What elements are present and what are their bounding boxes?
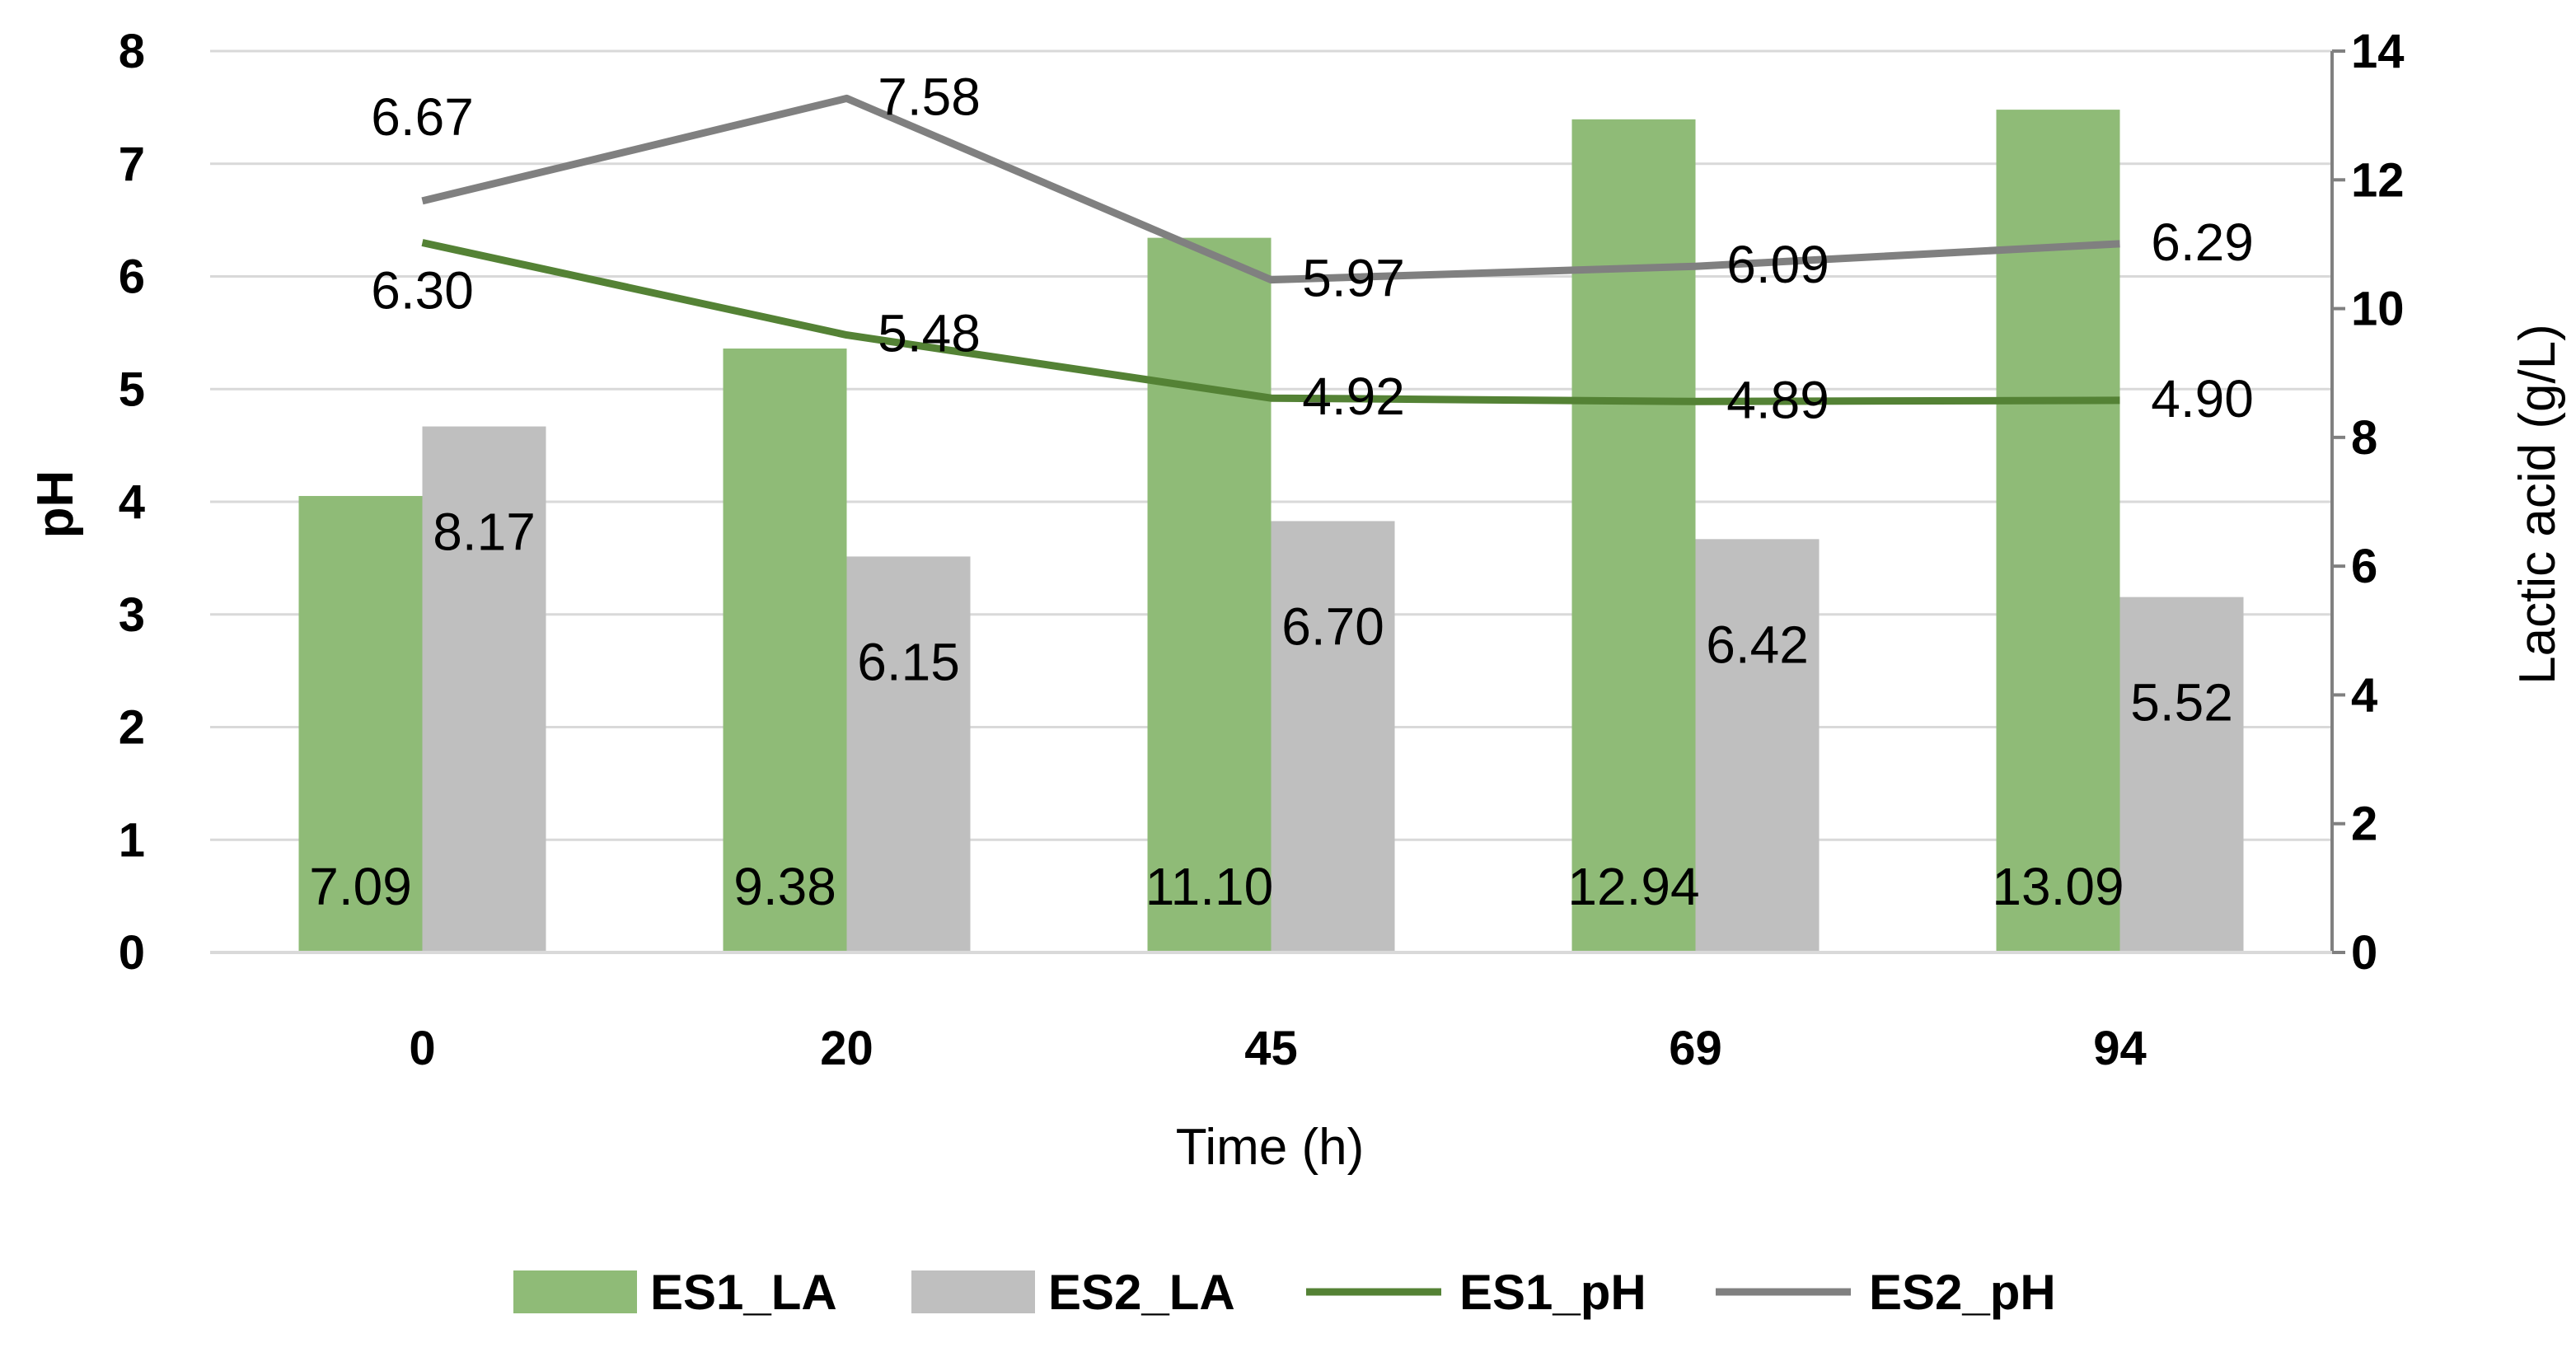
data-label-es2-la: 8.17 <box>433 503 536 562</box>
bar-es1-la <box>1996 110 2120 953</box>
line-es1-ph <box>421 239 2120 405</box>
y-tick-right: 6 <box>2351 540 2377 593</box>
x-tick-label: 69 <box>1669 1022 1722 1075</box>
data-label-es1-ph: 4.89 <box>1726 370 1829 429</box>
x-tick-label: 45 <box>1244 1022 1298 1075</box>
data-label-es1-la: 7.09 <box>309 857 412 916</box>
data-labels: 7.09 8.17 9.38 6.15 11.10 6.70 12.94 6.42 13.09 5… <box>309 67 2254 916</box>
y-axis-title-left: pH <box>27 470 84 539</box>
y-axis-title-right: Lactic acid (g/L) <box>2509 324 2566 685</box>
y-tick-left: 8 <box>119 25 145 78</box>
y-tick-left: 7 <box>119 138 145 191</box>
data-label-es2-ph: 5.97 <box>1302 249 1405 308</box>
bar-es2-la <box>2119 597 2244 952</box>
bar-es1-la <box>1147 237 1272 953</box>
bar-es1-la <box>1571 119 1696 952</box>
data-label-es2-la: 6.42 <box>1706 615 1809 674</box>
bar-es2-la <box>846 556 971 952</box>
y-tick-right: 2 <box>2351 798 2377 851</box>
y-tick-left: 0 <box>119 926 145 980</box>
y-tick-left: 5 <box>119 363 145 416</box>
y-tick-left: 3 <box>119 588 145 642</box>
data-label-es2-la: 6.15 <box>857 632 960 691</box>
data-label-es1-la: 9.38 <box>733 857 836 916</box>
y-tick-right: 14 <box>2351 25 2405 78</box>
legend-label-es1-ph: ES1_pH <box>1459 1265 1646 1320</box>
y-tick-right: 12 <box>2351 153 2405 207</box>
y-tick-left: 2 <box>119 701 145 755</box>
data-label-es1-la: 13.09 <box>1992 857 2124 916</box>
bar-es2-la <box>422 426 546 952</box>
y-tick-right: 4 <box>2351 668 2377 722</box>
y-tick-left: 6 <box>119 250 145 304</box>
y-tick-right: 10 <box>2351 283 2405 336</box>
data-label-es2-ph: 6.09 <box>1726 235 1829 294</box>
legend-swatch-es2-la <box>911 1270 1035 1313</box>
x-tick-label: 20 <box>820 1022 873 1075</box>
data-label-es2-la: 6.70 <box>1281 597 1384 656</box>
data-label-es1-ph: 6.30 <box>371 260 474 320</box>
x-tick-label: 0 <box>409 1022 435 1075</box>
data-label-es1-ph: 4.90 <box>2151 369 2254 428</box>
data-label-es1-la: 12.94 <box>1567 857 1699 916</box>
x-axis-title: Time (h) <box>1176 1119 1364 1176</box>
axes <box>210 49 2345 954</box>
y-tick-left: 4 <box>119 475 145 529</box>
y-tick-right: 8 <box>2351 411 2377 465</box>
data-label-es2-la: 5.52 <box>2130 673 2233 732</box>
data-label-es2-ph: 6.67 <box>371 87 474 147</box>
line-es2-ph <box>421 94 2120 284</box>
legend-swatch-es1-la <box>513 1270 637 1313</box>
x-tick-label: 94 <box>2093 1022 2147 1075</box>
bars <box>298 110 2244 953</box>
legend-label-es2-ph: ES2_pH <box>1869 1265 2056 1320</box>
legend: ES1_LA ES2_LA ES1_pH ES2_pH <box>513 1265 2056 1320</box>
y-tick-left: 1 <box>119 813 145 867</box>
bar-es2-la <box>1695 539 1820 952</box>
bar-es1-la <box>723 349 847 952</box>
bar-es1-la <box>298 495 423 952</box>
legend-label-es1-la: ES1_LA <box>650 1265 837 1320</box>
data-label-es1-ph: 4.92 <box>1302 367 1405 426</box>
data-label-es2-ph: 7.58 <box>878 67 981 126</box>
data-label-es1-ph: 5.48 <box>878 304 981 363</box>
bar-es2-la <box>1271 521 1395 952</box>
lines <box>421 94 2120 405</box>
data-label-es1-la: 11.10 <box>1145 857 1273 916</box>
data-label-es2-ph: 6.29 <box>2151 213 2254 272</box>
y-tick-right: 0 <box>2351 926 2377 980</box>
legend-label-es2-la: ES2_LA <box>1048 1265 1235 1320</box>
